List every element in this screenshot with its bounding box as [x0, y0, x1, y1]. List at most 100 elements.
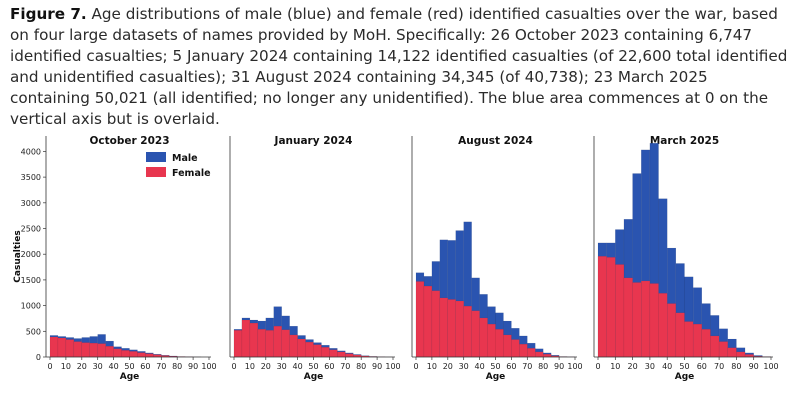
x-tick-label: 90 — [554, 362, 564, 371]
bar-female — [495, 329, 504, 358]
caption-text: Age distributions of male (blue) and fem… — [10, 5, 788, 128]
bar-female — [313, 344, 322, 358]
x-tick-label: 90 — [188, 362, 198, 371]
x-tick-label: 10 — [245, 362, 255, 371]
y-tick-label: 1500 — [21, 276, 41, 285]
x-tick-label: 100 — [763, 362, 778, 371]
bar-female — [692, 323, 703, 358]
x-tick-label: 50 — [308, 362, 318, 371]
y-tick-label: 3000 — [21, 199, 41, 208]
chart-title: March 2025 — [650, 135, 719, 147]
bar-female — [431, 290, 441, 358]
x-tick-label: 40 — [475, 362, 485, 371]
x-tick-label: 50 — [490, 362, 500, 371]
bar-female — [345, 353, 354, 358]
bar-female — [675, 312, 685, 358]
bar-female — [503, 334, 512, 358]
x-tick-label: 30 — [93, 362, 103, 371]
bar-female — [233, 330, 243, 358]
bar-female — [273, 325, 282, 358]
bar-female — [329, 349, 338, 358]
x-tick-label: 50 — [124, 362, 134, 371]
bar-female — [623, 277, 633, 358]
chart-title: October 2023 — [89, 135, 169, 147]
bar-female — [615, 264, 625, 358]
legend-label: Male — [172, 153, 198, 164]
x-tick-label: 10 — [610, 362, 620, 371]
x-tick-label: 40 — [293, 362, 303, 371]
x-tick-label: 30 — [277, 362, 287, 371]
bar-female — [49, 336, 59, 358]
bar-female — [479, 317, 488, 358]
chart-panel-2: January 2024 0 10 20 30 40 50 60 70 80 90 100 Age — [229, 135, 401, 382]
x-tick-label: 20 — [443, 362, 453, 371]
x-tick-label: 100 — [567, 362, 582, 371]
bar-female — [337, 351, 346, 358]
x-tick-label: 100 — [201, 362, 216, 371]
bar-female — [527, 348, 536, 358]
y-tick-label: 0 — [36, 353, 41, 362]
bar-female — [97, 343, 106, 358]
bar-female — [281, 329, 290, 358]
bar-female — [632, 282, 642, 358]
x-axis-label: Age — [120, 372, 140, 382]
x-axis-label: Age — [675, 372, 695, 382]
bar-female — [658, 293, 668, 358]
x-tick-label: 70 — [340, 362, 350, 371]
x-tick-label: 90 — [372, 362, 382, 371]
x-tick-label: 60 — [140, 362, 150, 371]
chart-title: August 2024 — [458, 135, 533, 147]
legend-label: Female — [172, 168, 211, 179]
x-tick-label: 20 — [77, 362, 87, 371]
bar-female — [710, 335, 720, 358]
chart-legend: Male Female — [146, 152, 211, 179]
x-tick-label: 40 — [662, 362, 672, 371]
bar-female — [57, 337, 67, 358]
x-tick-label: 80 — [731, 362, 741, 371]
y-tick-label: 4000 — [21, 147, 41, 156]
x-tick-label: 60 — [324, 362, 334, 371]
bar-female — [535, 351, 544, 358]
x-tick-label: 0 — [595, 362, 600, 371]
bar-female — [606, 257, 616, 358]
y-tick-label: 1000 — [21, 302, 41, 311]
chart-panel-1: October 2023 0 10 20 30 40 50 60 70 80 90 100 Age 0 50… — [13, 135, 217, 382]
x-tick-label: 30 — [459, 362, 469, 371]
x-tick-label: 60 — [506, 362, 516, 371]
bar-female — [736, 351, 746, 358]
x-tick-label: 80 — [172, 362, 182, 371]
x-axis-label: Age — [486, 372, 506, 382]
bar-female — [105, 346, 114, 358]
caption-label: Figure 7. — [10, 5, 87, 23]
bar-female — [73, 341, 82, 358]
y-tick-label: 2000 — [21, 250, 41, 259]
bar-female — [667, 303, 677, 358]
bar-female — [471, 310, 480, 358]
x-tick-label: 20 — [628, 362, 638, 371]
bar-female — [249, 322, 259, 358]
bar-female — [289, 334, 298, 358]
figure-caption: Figure 7. Age distributions of male (blu… — [10, 4, 790, 130]
bar-female — [511, 339, 520, 358]
bar-female — [519, 343, 528, 358]
x-tick-label: 0 — [413, 362, 418, 371]
bar-female — [81, 342, 90, 358]
x-tick-label: 50 — [679, 362, 689, 371]
y-tick-label: 3500 — [21, 173, 41, 182]
bar-female — [305, 341, 314, 358]
bar-female — [145, 353, 154, 358]
x-tick-label: 40 — [109, 362, 119, 371]
bar-female — [727, 347, 737, 358]
x-tick-label: 0 — [231, 362, 236, 371]
bar-female — [257, 329, 267, 358]
x-tick-label: 70 — [714, 362, 724, 371]
x-tick-label: 90 — [749, 362, 759, 371]
bar-female — [463, 305, 472, 358]
legend-swatch — [146, 167, 166, 177]
bar-female — [455, 300, 464, 358]
x-tick-label: 70 — [522, 362, 532, 371]
x-tick-label: 80 — [538, 362, 548, 371]
bar-female — [321, 347, 330, 358]
x-tick-label: 70 — [156, 362, 166, 371]
x-tick-label: 60 — [697, 362, 707, 371]
